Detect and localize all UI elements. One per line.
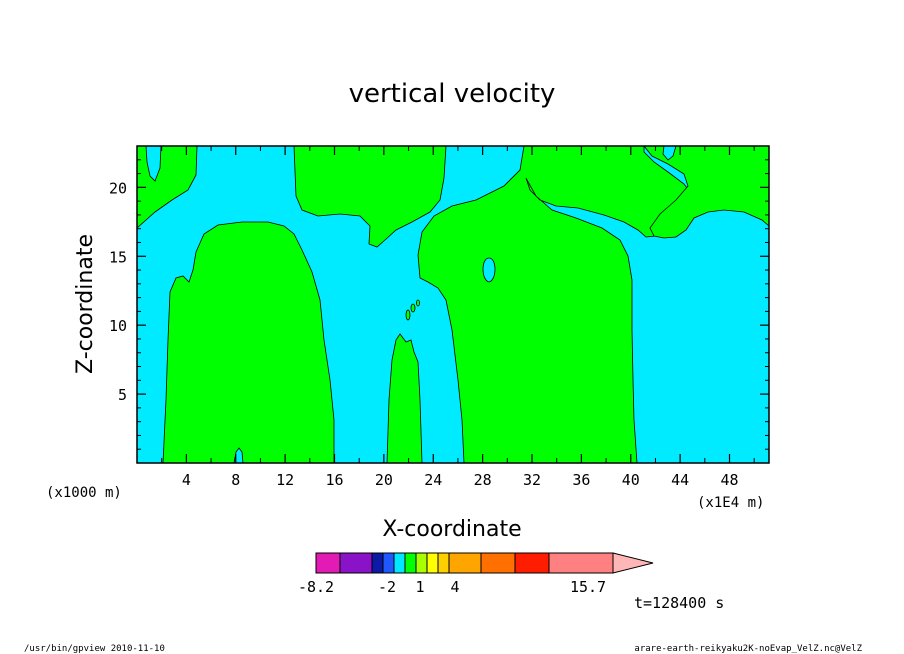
x-unit-right: (x1E4 m) [697,495,764,511]
x-tick-label: 20 [375,471,393,489]
colorbar-swatch [426,552,439,574]
colorbar-swatch [393,552,406,574]
colorbar-swatch [404,552,417,574]
y-tick-label: 20 [109,179,127,197]
contour-region-thincolumn [386,333,423,464]
chart-title: vertical velocity [349,79,556,109]
colorbar-swatch [480,552,516,574]
colorbar-swatch [339,552,373,574]
x-tick-label: 32 [523,471,541,489]
colorbar [315,552,654,574]
footer-left: /usr/bin/gpview 2010-11-10 [24,644,165,654]
colorbar-tick-label: -8.2 [298,578,334,596]
x-tick-label: 16 [325,471,343,489]
x-tick-label: 12 [276,471,294,489]
x-axis-label: X-coordinate [382,517,521,542]
colorbar-arrow [612,552,654,574]
colorbar-swatch [448,552,482,574]
x-tick-label: 8 [231,471,240,489]
colorbar-tick-label: 15.7 [570,578,606,596]
contour-cell-small-3 [416,299,420,307]
y-axis-label: Z-coordinate [73,234,98,374]
contour-region-topright [643,145,770,239]
colorbar-swatch [548,552,614,574]
y-tick-label: 5 [118,386,127,404]
contour-region-topmid [293,145,447,248]
contour-cell-small-1 [405,309,411,321]
y-tick-label: 10 [109,317,127,335]
colorbar-tick-label: -2 [378,578,396,596]
x-axis-ticks: 4 8 12 16 20 24 28 32 36 40 44 48 [161,146,755,489]
x-tick-label: 40 [622,471,640,489]
x-tick-label: 44 [671,471,689,489]
time-label: t=128400 s [634,594,724,612]
colorbar-labels: -8.2 -2 1 4 15.7 [298,578,606,596]
x-unit-left: (x1000 m) [46,485,122,501]
colorbar-swatch [382,552,395,574]
colorbar-tick-label: 1 [415,578,424,596]
y-axis-ticks: 5 10 15 20 [109,159,769,450]
colorbar-swatch [437,552,450,574]
colorbar-swatch [415,552,428,574]
plot-frame [136,145,770,464]
x-tick-label: 48 [720,471,738,489]
colorbar-swatch [514,552,550,574]
colorbar-tick-label: 4 [450,578,459,596]
contour-hole-oval [482,257,496,283]
footer-right: arare-earth-reikyaku2K-noEvap_VelZ.nc@Ve… [634,644,862,654]
contour-fields [136,145,770,464]
y-tick-label: 15 [109,248,127,266]
colorbar-swatch [315,552,341,574]
colorbar-swatch [371,552,384,574]
x-tick-label: 4 [182,471,191,489]
x-tick-label: 36 [572,471,590,489]
x-tick-label: 24 [424,471,442,489]
contour-region-leftcolumn [162,221,335,464]
contour-cell-small-2 [410,303,416,313]
x-tick-label: 28 [474,471,492,489]
